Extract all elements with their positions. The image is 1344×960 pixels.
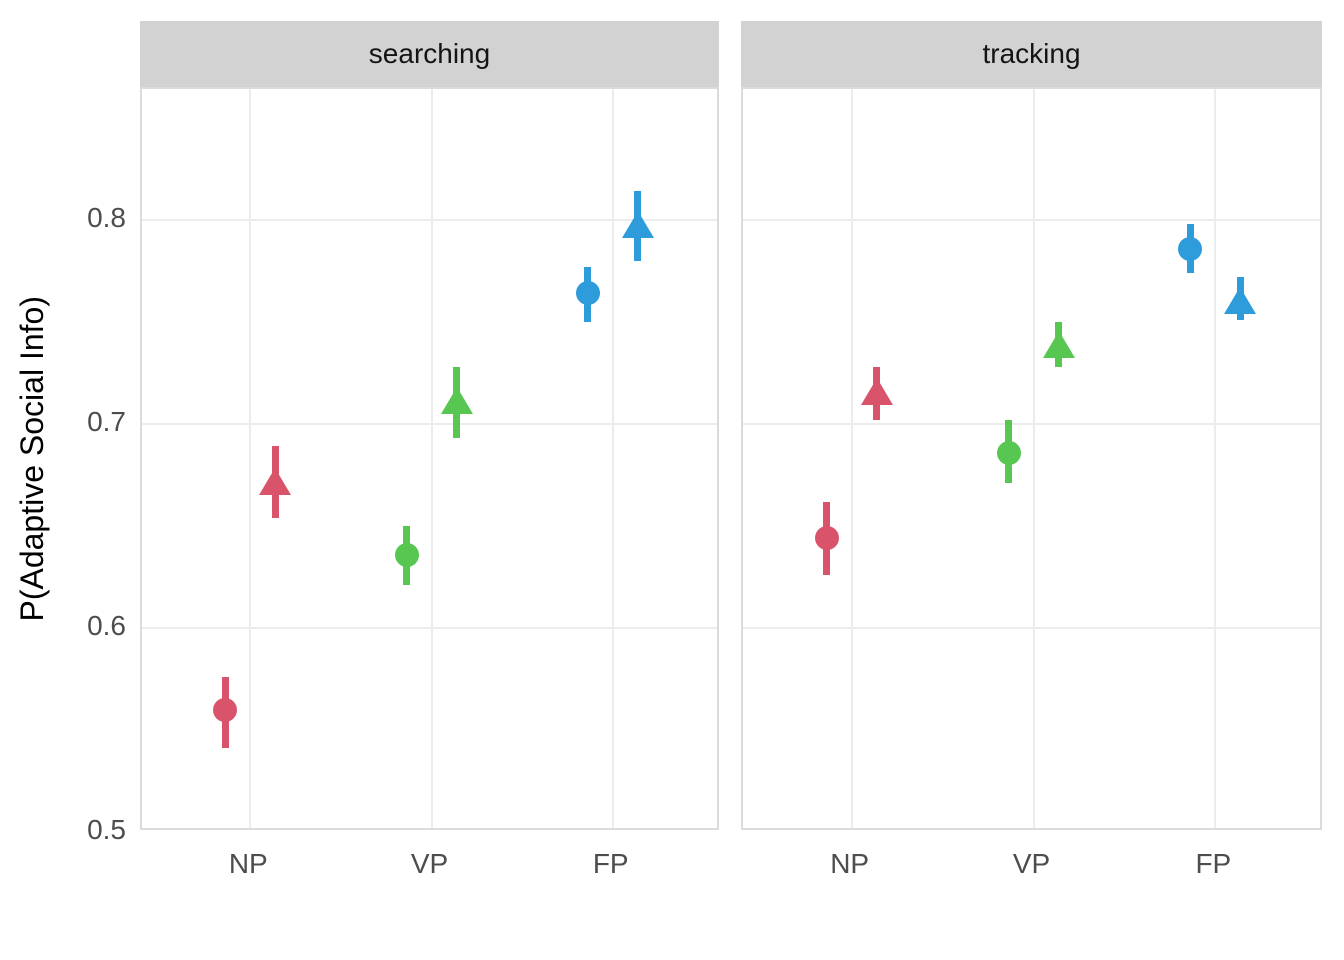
point-triangle-marker bbox=[621, 211, 654, 239]
y-axis-title-wrap: P(Adaptive Social Info) bbox=[6, 87, 58, 830]
gridline-vertical bbox=[611, 89, 614, 828]
x-tick-label: FP bbox=[1195, 848, 1232, 879]
gridline-vertical bbox=[430, 89, 433, 828]
x-tick-label: NP bbox=[830, 848, 870, 879]
point-circle-marker bbox=[213, 697, 238, 722]
point-circle-marker bbox=[814, 526, 839, 551]
facet-strip-label: tracking bbox=[982, 38, 1081, 69]
gridline-horizontal bbox=[142, 423, 717, 425]
y-axis-title: P(Adaptive Social Info) bbox=[13, 295, 50, 622]
point-triangle-marker bbox=[1224, 286, 1257, 314]
facet-panel-searching bbox=[140, 87, 719, 830]
gridline-vertical bbox=[850, 89, 853, 828]
y-tick-label: 0.7 bbox=[87, 406, 126, 437]
facet-strip-searching: searching bbox=[140, 21, 719, 87]
point-circle-marker bbox=[394, 542, 419, 567]
gridline-vertical bbox=[1032, 89, 1035, 828]
y-tick-label: 0.6 bbox=[87, 610, 126, 641]
x-tick-label: FP bbox=[592, 848, 629, 879]
point-circle-marker bbox=[1178, 236, 1203, 261]
point-triangle-marker bbox=[860, 378, 893, 406]
point-circle-marker bbox=[575, 281, 600, 306]
gridline-horizontal bbox=[142, 627, 717, 629]
gridline-horizontal bbox=[142, 219, 717, 221]
point-circle-marker bbox=[996, 440, 1021, 465]
gridline-vertical bbox=[249, 89, 252, 828]
facet-panel-tracking bbox=[741, 87, 1322, 830]
y-tick-label: 0.5 bbox=[87, 814, 126, 845]
point-triangle-marker bbox=[440, 386, 473, 414]
x-tick-label: VP bbox=[410, 848, 449, 879]
x-tick-label: VP bbox=[1012, 848, 1051, 879]
gridline-horizontal bbox=[743, 219, 1320, 221]
facet-strip-label: searching bbox=[368, 38, 491, 69]
gridline-horizontal bbox=[743, 423, 1320, 425]
facet-strip-tracking: tracking bbox=[741, 21, 1322, 87]
gridline-horizontal bbox=[743, 627, 1320, 629]
y-tick-label: 0.8 bbox=[87, 202, 126, 233]
x-tick-label: NP bbox=[228, 848, 268, 879]
gridline-vertical bbox=[1214, 89, 1217, 828]
point-triangle-marker bbox=[259, 468, 292, 496]
point-triangle-marker bbox=[1042, 331, 1075, 359]
